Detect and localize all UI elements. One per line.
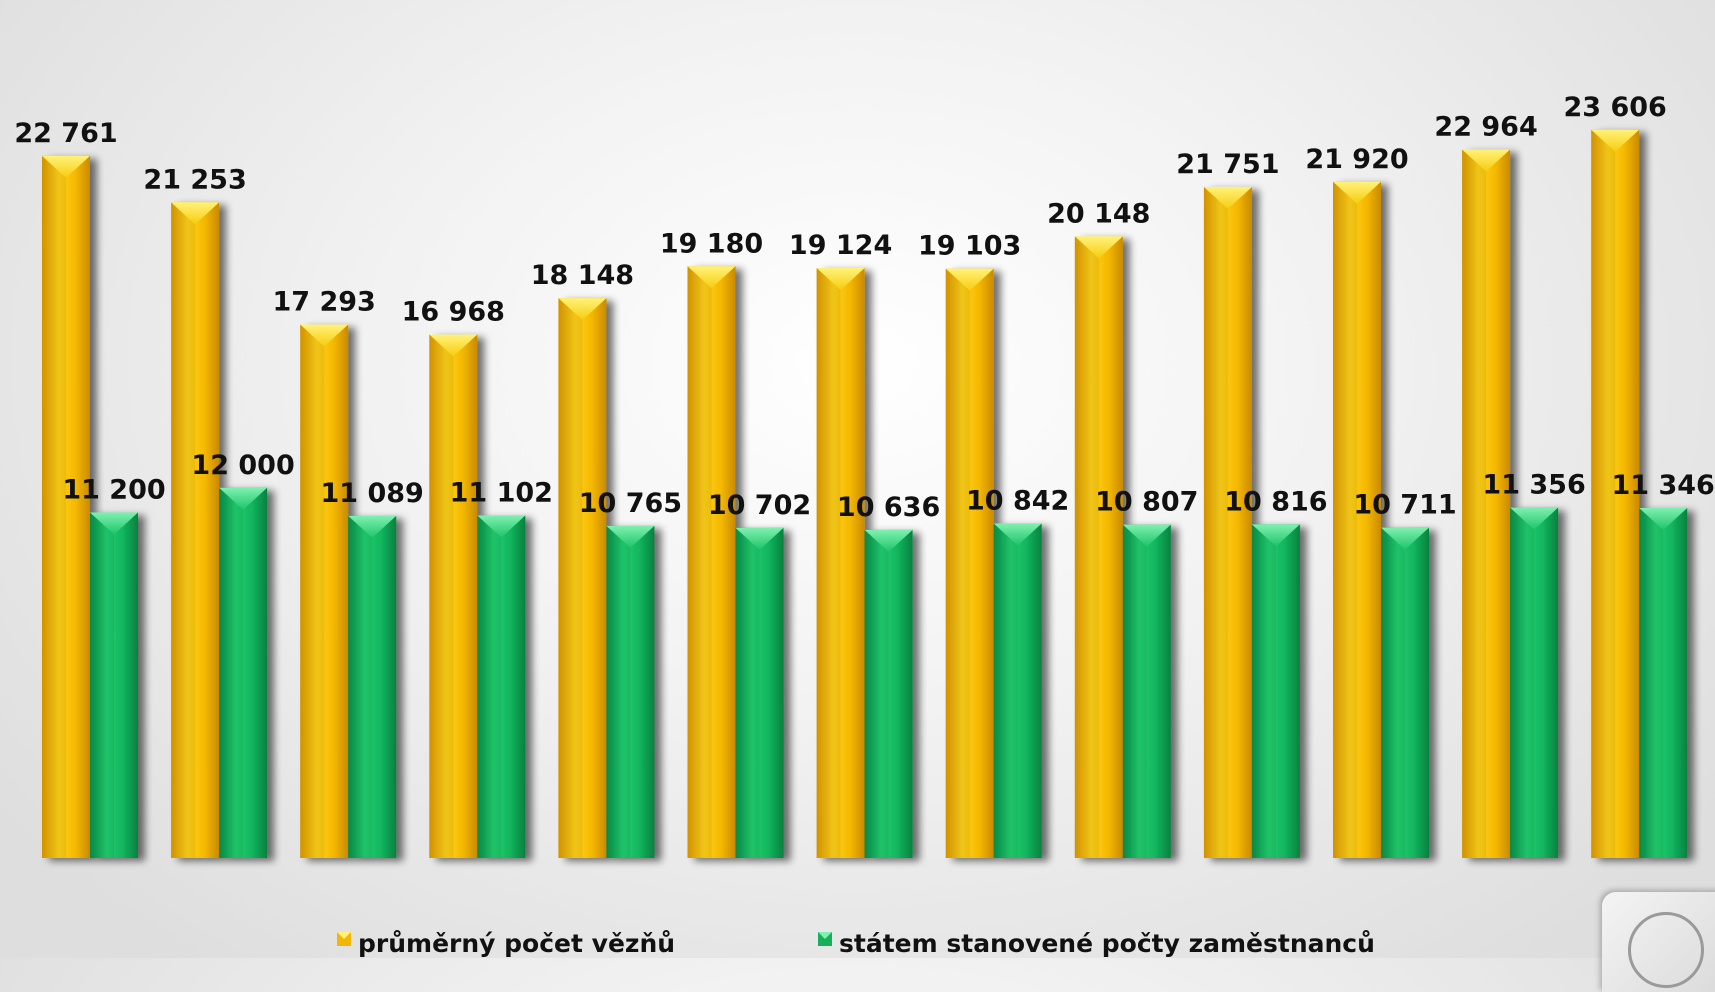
value-label-employees: 12 000 <box>191 450 294 481</box>
value-label-employees: 11 346 <box>1612 470 1715 501</box>
legend-item-employees: státem stanovené počty zaměstnanců <box>818 929 1375 958</box>
bar-prisoners <box>171 202 220 859</box>
value-label-prisoners: 18 148 <box>531 260 634 291</box>
bar-employees <box>1510 507 1559 858</box>
bar-employees <box>219 487 268 858</box>
value-label-prisoners: 21 920 <box>1305 144 1408 175</box>
bar-prisoners <box>1333 181 1381 859</box>
bar-employees <box>348 515 397 858</box>
bar-prisoners <box>816 268 865 858</box>
value-label-employees: 10 807 <box>1095 487 1198 518</box>
bar-prisoners <box>687 266 736 859</box>
legend: průměrný počet vězňů státem stanovené po… <box>337 929 1375 958</box>
value-label-employees: 10 842 <box>966 486 1069 517</box>
value-label-prisoners: 22 964 <box>1434 112 1537 143</box>
bar-prisoners <box>1591 129 1640 858</box>
value-label-prisoners: 22 761 <box>14 118 117 149</box>
value-label-prisoners: 21 253 <box>143 164 246 195</box>
bar-employees <box>1639 507 1688 858</box>
value-label-employees: 10 765 <box>579 488 682 519</box>
value-labels: 22 761 21 253 17 293 16 968 18 148 19 180 19 1… <box>14 92 1715 523</box>
bar-prisoners <box>558 298 607 859</box>
bar-prisoners <box>1203 186 1252 859</box>
bar-employees <box>477 515 526 858</box>
bar-prisoners <box>945 268 994 858</box>
bar-prisoners <box>1074 236 1123 858</box>
bar-employees <box>1381 527 1429 858</box>
value-label-prisoners: 16 968 <box>402 297 505 328</box>
value-label-employees: 10 702 <box>708 490 811 521</box>
value-label-prisoners: 19 103 <box>918 231 1021 262</box>
bar-prisoners <box>1462 149 1511 858</box>
value-label-employees: 10 711 <box>1353 490 1456 521</box>
value-label-employees: 11 200 <box>62 474 165 505</box>
bar-employees <box>735 527 784 858</box>
value-label-employees: 11 089 <box>321 478 424 509</box>
value-label-employees: 11 102 <box>450 478 553 509</box>
value-label-employees: 10 636 <box>837 492 940 523</box>
bar-employees <box>864 529 913 858</box>
value-label-prisoners: 21 751 <box>1176 149 1279 180</box>
bar-prisoners <box>42 155 90 858</box>
logo-icon <box>1602 892 1715 992</box>
value-label-employees: 11 356 <box>1482 470 1585 501</box>
bar-employees <box>606 525 655 858</box>
value-label-prisoners: 19 180 <box>660 228 763 259</box>
legend-label-employees: státem stanovené počty zaměstnanců <box>839 929 1375 958</box>
value-label-prisoners: 20 148 <box>1047 198 1150 229</box>
value-label-prisoners: 19 124 <box>789 230 892 261</box>
bar-prisoners <box>300 324 349 858</box>
bar-employees <box>1122 524 1171 858</box>
value-label-employees: 10 816 <box>1224 486 1327 517</box>
bar-employees <box>993 523 1042 858</box>
bar-employees <box>1251 524 1300 858</box>
bar-employees <box>90 512 138 858</box>
value-label-prisoners: 23 606 <box>1564 92 1667 123</box>
value-label-prisoners: 17 293 <box>273 287 376 318</box>
legend-item-prisoners: průměrný počet vězňů <box>337 929 675 958</box>
bar-chart: 22 761 21 253 17 293 16 968 18 148 19 180 19 1… <box>14 92 1715 958</box>
legend-label-prisoners: průměrný počet vězňů <box>358 929 675 958</box>
bars <box>42 129 1688 859</box>
bar-prisoners <box>429 334 478 858</box>
